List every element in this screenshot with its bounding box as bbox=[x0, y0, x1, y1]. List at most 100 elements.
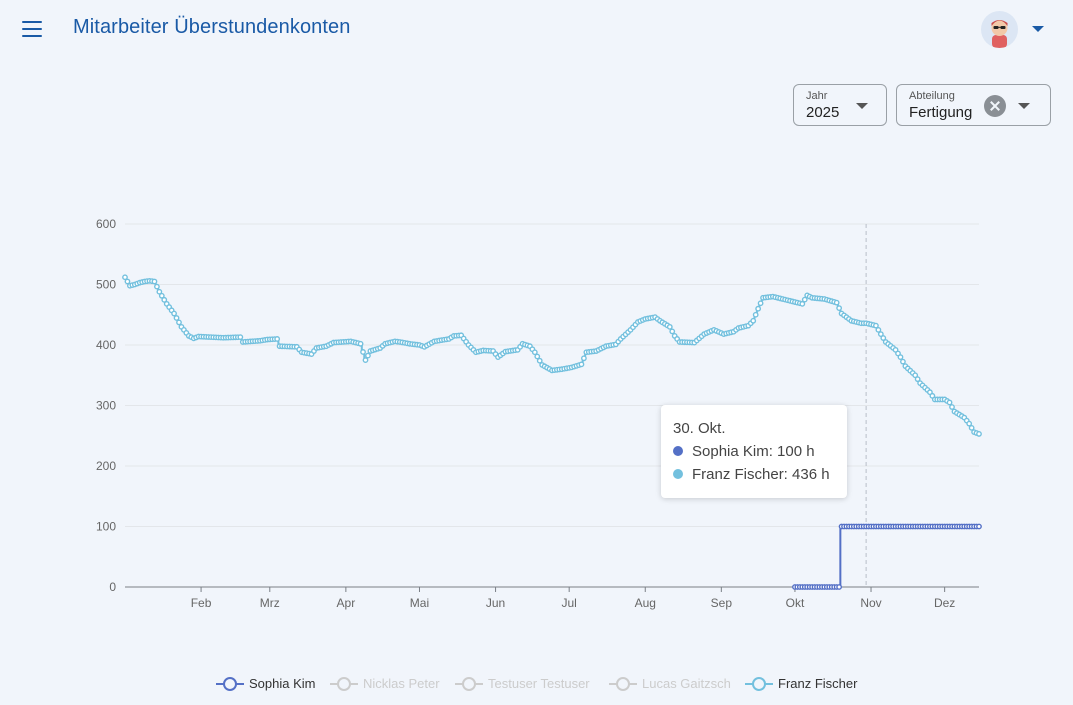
data-point bbox=[274, 336, 281, 342]
y-tick-label: 200 bbox=[96, 459, 116, 473]
legend-label: Testuser Testuser bbox=[488, 676, 590, 691]
data-point bbox=[365, 352, 371, 359]
x-tick-label: Mai bbox=[410, 596, 429, 610]
series-line-sophia-kim bbox=[794, 525, 979, 588]
data-point bbox=[666, 323, 673, 330]
y-tick-label: 600 bbox=[96, 217, 116, 231]
data-point bbox=[836, 584, 843, 590]
data-point bbox=[836, 305, 843, 311]
tooltip-row-text: Sophia Kim: 100 h bbox=[692, 443, 815, 460]
chart-grid bbox=[125, 223, 979, 527]
department-select-label: Abteilung bbox=[909, 90, 955, 102]
series-dot-icon bbox=[673, 446, 683, 456]
legend-line-circle-icon bbox=[216, 677, 244, 691]
data-point bbox=[578, 361, 585, 368]
data-point bbox=[801, 296, 808, 303]
x-tick-label: Jun bbox=[486, 596, 505, 610]
series-dot-icon bbox=[673, 469, 683, 479]
legend-line-circle-icon bbox=[455, 677, 483, 691]
tooltip-row-text: Franz Fischer: 436 h bbox=[692, 466, 830, 483]
data-point bbox=[912, 372, 919, 379]
data-point bbox=[914, 376, 921, 383]
y-tick-label: 0 bbox=[109, 580, 116, 594]
data-point bbox=[750, 317, 757, 324]
data-point bbox=[151, 278, 158, 285]
year-select-label: Jahr bbox=[806, 90, 828, 102]
data-point bbox=[124, 278, 131, 285]
data-point bbox=[534, 353, 541, 360]
x-tick-label: Mrz bbox=[260, 596, 280, 610]
x-tick-label: Dez bbox=[934, 596, 955, 610]
data-point bbox=[357, 340, 364, 347]
data-point bbox=[877, 331, 884, 338]
x-tick-label: Jul bbox=[562, 596, 577, 610]
data-point bbox=[799, 300, 806, 307]
legend-label: Nicklas Peter bbox=[363, 676, 440, 691]
data-point bbox=[122, 274, 128, 281]
legend-label: Sophia Kim bbox=[249, 676, 316, 691]
data-point bbox=[897, 354, 904, 360]
data-point bbox=[581, 355, 587, 362]
series-line-franz-fischer bbox=[125, 276, 979, 435]
year-select[interactable]: Jahr 2025 bbox=[793, 84, 887, 126]
data-point bbox=[757, 300, 764, 307]
data-point bbox=[949, 404, 955, 410]
data-point bbox=[536, 357, 543, 364]
data-point bbox=[173, 315, 180, 321]
y-tick-label: 100 bbox=[96, 520, 116, 534]
legend-line-circle-icon bbox=[609, 677, 637, 691]
data-point bbox=[873, 322, 879, 329]
data-point bbox=[156, 288, 163, 295]
legend-line-circle-icon bbox=[745, 677, 773, 691]
data-point bbox=[875, 326, 882, 333]
menu-icon[interactable] bbox=[14, 14, 50, 44]
data-point bbox=[900, 358, 906, 365]
data-point bbox=[755, 305, 762, 312]
data-point bbox=[360, 349, 366, 355]
top-app-bar: Mitarbeiter Überstundenkonten bbox=[0, 0, 1073, 60]
data-point bbox=[966, 420, 973, 427]
data-point bbox=[880, 335, 887, 341]
chart-legend: Sophia Kim Nicklas Peter Testuser Testus… bbox=[0, 674, 1073, 694]
data-point bbox=[946, 399, 953, 406]
chevron-down-icon[interactable] bbox=[1018, 103, 1030, 109]
legend-label: Franz Fischer bbox=[778, 676, 858, 691]
chart-series bbox=[122, 274, 982, 590]
data-point bbox=[158, 292, 165, 299]
legend-line-circle-icon bbox=[330, 677, 358, 691]
page-title: Mitarbeiter Überstundenkonten bbox=[73, 16, 351, 38]
data-point bbox=[171, 310, 177, 317]
data-point bbox=[362, 357, 369, 364]
data-point bbox=[752, 311, 759, 318]
tooltip-date: 30. Okt. bbox=[673, 420, 726, 437]
x-tick-label: Aug bbox=[635, 596, 656, 610]
data-point bbox=[176, 319, 182, 326]
data-point bbox=[833, 299, 840, 306]
year-select-value: 2025 bbox=[806, 104, 840, 121]
x-tick-label: Apr bbox=[337, 596, 356, 610]
avatar-icon bbox=[991, 20, 1008, 48]
x-tick-label: Feb bbox=[191, 596, 212, 610]
chevron-down-icon[interactable] bbox=[856, 103, 868, 109]
account-menu-chevron-down-icon[interactable] bbox=[1032, 26, 1044, 32]
legend-label: Lucas Gaitzsch bbox=[642, 676, 731, 691]
department-select-value: Fertigung bbox=[909, 104, 973, 121]
data-point bbox=[669, 328, 676, 335]
data-point bbox=[531, 349, 538, 356]
data-point bbox=[154, 283, 160, 290]
data-point bbox=[161, 296, 168, 303]
data-point bbox=[976, 523, 982, 530]
x-tick-label: Nov bbox=[860, 596, 881, 610]
y-tick-label: 500 bbox=[96, 278, 116, 292]
x-tick-label: Sep bbox=[711, 596, 733, 610]
data-point bbox=[976, 431, 982, 437]
y-tick-label: 400 bbox=[96, 338, 116, 352]
department-select[interactable]: Abteilung Fertigung bbox=[896, 84, 1051, 126]
clear-icon[interactable] bbox=[984, 95, 1006, 117]
chart-tooltip: 30. Okt. Sophia Kim: 100 h Franz Fischer… bbox=[661, 405, 847, 498]
x-tick-label: Okt bbox=[786, 596, 805, 610]
tooltip-row-franz: Franz Fischer: 436 h bbox=[673, 466, 830, 483]
y-tick-label: 300 bbox=[96, 399, 116, 413]
user-avatar[interactable] bbox=[981, 11, 1018, 48]
